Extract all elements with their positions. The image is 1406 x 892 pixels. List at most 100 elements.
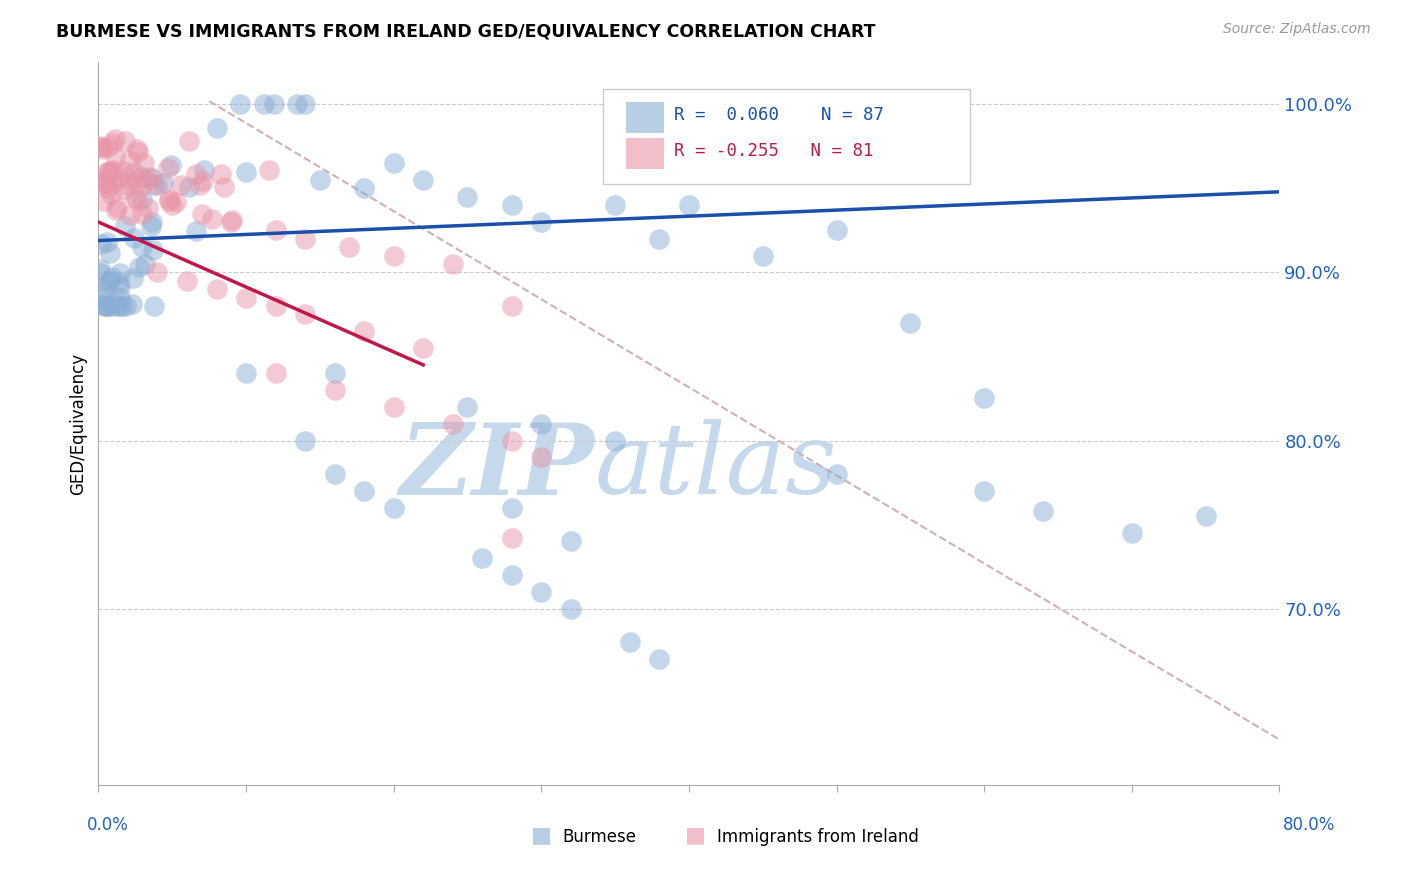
Point — [253, 97, 276, 112]
Point — [114, 134, 136, 148]
Text: Immigrants from Ireland: Immigrants from Ireland — [717, 828, 920, 846]
Point — [107, 299, 129, 313]
Point — [111, 299, 134, 313]
Text: Source: ZipAtlas.com: Source: ZipAtlas.com — [1223, 22, 1371, 37]
Point — [128, 260, 150, 274]
Point — [135, 173, 157, 187]
Point — [108, 169, 131, 184]
Point — [184, 224, 207, 238]
Point — [412, 173, 434, 187]
Point — [134, 257, 156, 271]
Point — [294, 434, 316, 448]
Point — [89, 261, 111, 276]
Point — [648, 652, 671, 666]
Point — [752, 249, 775, 263]
Point — [118, 153, 141, 167]
Point — [101, 163, 124, 178]
Point — [221, 215, 243, 229]
Point — [100, 269, 122, 284]
Point — [124, 231, 146, 245]
Point — [127, 145, 149, 159]
Point — [530, 450, 553, 465]
Point — [900, 316, 922, 330]
Point — [1195, 509, 1218, 524]
Point — [501, 500, 523, 515]
Point — [97, 165, 120, 179]
Point — [382, 400, 405, 414]
Point — [263, 97, 285, 112]
Point — [141, 215, 163, 229]
Point — [184, 167, 207, 181]
Point — [193, 162, 215, 177]
Point — [973, 392, 995, 406]
Point — [100, 186, 122, 201]
Point — [141, 219, 163, 233]
Point — [825, 467, 848, 482]
Point — [339, 240, 361, 254]
Point — [105, 203, 128, 218]
Point — [146, 178, 169, 192]
Point — [101, 136, 124, 150]
Point — [560, 601, 582, 615]
Point — [1121, 525, 1143, 540]
Point — [136, 201, 159, 215]
Point — [264, 223, 287, 237]
Point — [97, 299, 120, 313]
Point — [530, 584, 553, 599]
Bar — [626, 103, 664, 133]
Point — [530, 417, 553, 431]
Point — [146, 265, 169, 279]
Point — [108, 276, 131, 290]
Point — [100, 246, 122, 260]
Point — [94, 165, 117, 179]
Text: 80.0%: 80.0% — [1284, 816, 1336, 834]
Point — [108, 291, 131, 305]
Point — [229, 97, 252, 112]
Point — [127, 193, 149, 207]
Point — [501, 299, 523, 313]
Point — [353, 181, 375, 195]
Point — [98, 164, 121, 178]
Point — [110, 266, 132, 280]
Point — [235, 291, 257, 305]
Point — [122, 165, 145, 179]
Point — [127, 173, 149, 187]
Point — [100, 178, 122, 192]
Text: Burmese: Burmese — [562, 828, 637, 846]
Point — [96, 177, 118, 191]
Point — [89, 174, 111, 188]
Point — [105, 299, 128, 313]
Text: ■: ■ — [686, 825, 706, 845]
Point — [94, 175, 117, 189]
Point — [100, 299, 122, 313]
Point — [104, 150, 127, 164]
Point — [91, 140, 114, 154]
Point — [89, 139, 111, 153]
Point — [91, 297, 114, 311]
Point — [212, 179, 235, 194]
Point — [560, 534, 582, 549]
Point — [115, 299, 138, 313]
Point — [323, 467, 346, 482]
Point — [152, 177, 174, 191]
Point — [294, 308, 316, 322]
Point — [97, 180, 120, 194]
Point — [96, 235, 118, 250]
FancyBboxPatch shape — [603, 89, 970, 184]
Point — [157, 161, 180, 176]
Point — [294, 97, 316, 112]
Point — [162, 198, 183, 212]
Point — [973, 483, 995, 498]
Point — [221, 213, 243, 227]
Point — [678, 198, 700, 212]
Point — [179, 134, 201, 148]
Point — [142, 244, 165, 258]
Point — [120, 208, 142, 222]
Text: 0.0%: 0.0% — [87, 816, 129, 834]
Text: R = -0.255   N = 81: R = -0.255 N = 81 — [673, 143, 873, 161]
Point — [294, 232, 316, 246]
Point — [323, 366, 346, 380]
Point — [323, 383, 346, 397]
Point — [619, 635, 641, 649]
Point — [457, 190, 479, 204]
